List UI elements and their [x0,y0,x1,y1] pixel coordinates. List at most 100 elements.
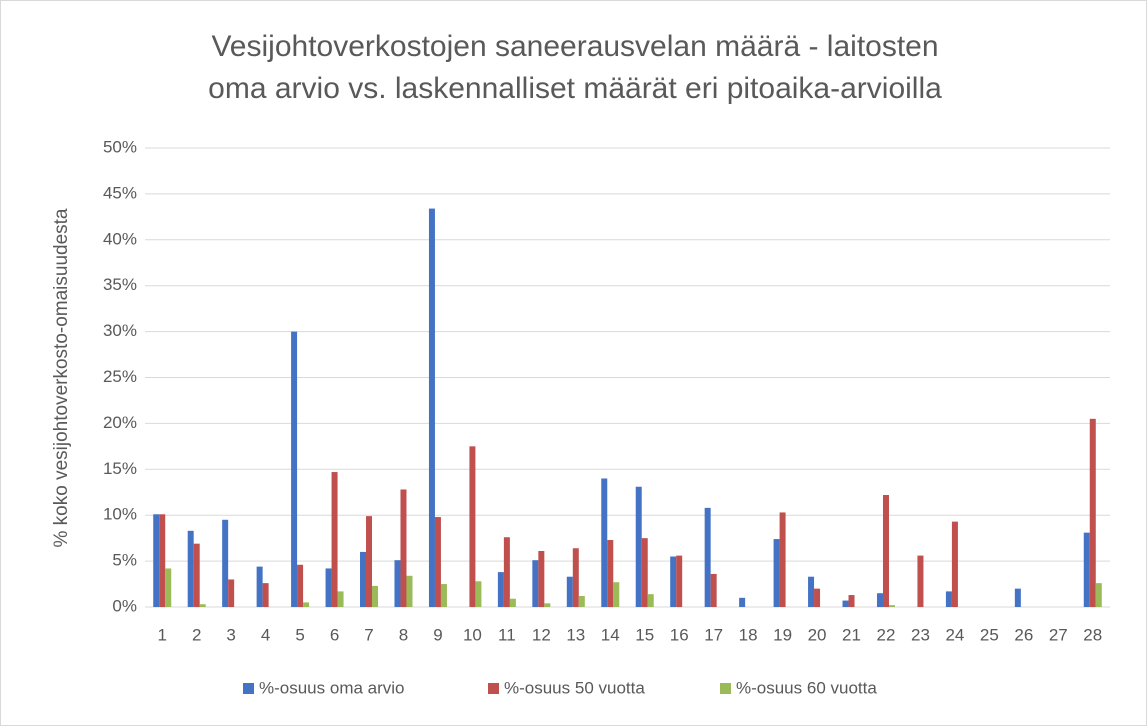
x-tick-label: 25 [980,625,999,644]
bar [676,555,683,607]
x-tick-label: 3 [226,625,235,644]
bar [440,584,447,607]
bar [814,588,821,607]
legend-label: %-osuus 50 vuotta [504,678,645,697]
bar [394,560,401,607]
bar [538,551,545,607]
y-tick-label: 50% [103,137,137,156]
y-tick-label: 25% [103,367,137,386]
bar [1089,418,1096,607]
bar [613,582,620,607]
y-tick-label: 20% [103,413,137,432]
bar [848,595,855,607]
x-tick-label: 10 [463,625,482,644]
chart-title: Vesijohtoverkostojen saneerausvelan määr… [211,30,938,63]
bar [262,583,269,607]
x-tick-label: 11 [498,625,516,644]
x-tick-label: 23 [911,625,930,644]
x-tick-label: 19 [773,625,792,644]
x-tick-label: 18 [739,625,758,644]
bar [428,208,435,607]
x-tick-label: 6 [330,625,339,644]
legend-label: %-osuus 60 vuotta [736,678,877,697]
bar [945,591,952,607]
bar [641,538,648,607]
bar [331,472,338,607]
legend-label: %-osuus oma arvio [259,678,405,697]
x-tick-label: 7 [364,625,373,644]
bar [291,331,298,607]
bar [366,516,373,607]
bar [297,564,304,607]
x-tick-label: 5 [295,625,304,644]
bar [187,530,194,607]
bar [325,568,332,607]
bar [888,605,895,607]
x-tick-label: 2 [192,625,201,644]
x-tick-label: 14 [601,625,620,644]
bar [1014,588,1021,607]
bar [406,575,413,607]
bar [503,537,510,607]
y-tick-label: 40% [103,229,137,248]
bar [808,576,815,607]
bar [710,573,717,607]
y-tick-label: 0% [112,596,137,615]
bar [704,507,711,607]
x-tick-label: 22 [877,625,896,644]
y-axis-label: % koko vesijohtoverkosto-omaisuudesta [51,208,72,547]
bar [1095,583,1102,607]
bar [469,446,476,607]
bar [882,495,889,607]
y-tick-label: 15% [103,459,137,478]
x-tick-label: 27 [1049,625,1068,644]
bar [773,539,780,607]
bar [532,560,539,607]
bar [256,566,263,607]
x-tick-label: 24 [945,625,964,644]
x-tick-label: 21 [842,625,861,644]
x-tick-label: 20 [808,625,827,644]
bar [739,597,746,607]
bar [601,478,608,607]
bar [337,591,344,607]
x-tick-label: 26 [1014,625,1033,644]
bar [199,604,206,607]
x-tick-label: 4 [261,625,270,644]
x-tick-label: 28 [1083,625,1102,644]
legend-swatch [243,683,254,694]
bar [228,579,235,607]
bar [670,556,677,607]
bar [222,519,229,607]
x-tick-label: 8 [399,625,408,644]
bar [193,543,200,607]
x-tick-label: 16 [670,625,689,644]
x-tick-label: 17 [704,625,723,644]
x-tick-label: 15 [635,625,654,644]
bar [544,603,551,607]
bar [779,512,786,607]
bar [153,514,160,607]
bar [372,585,379,607]
legend-swatch [488,683,499,694]
bar [509,598,516,607]
bar [842,600,849,607]
bar [360,551,367,607]
y-tick-label: 10% [103,505,137,524]
bar [475,581,482,607]
bar [647,594,654,607]
bar [578,595,585,607]
x-tick-label: 12 [532,625,551,644]
bar [951,521,958,607]
y-tick-label: 5% [112,551,137,570]
bar [607,539,614,607]
bar [917,555,924,607]
bar [165,568,172,607]
x-tick-label: 1 [157,625,166,644]
x-tick-label: 9 [433,625,442,644]
chart-title: oma arvio vs. laskennalliset määrät eri … [208,72,942,105]
legend-swatch [720,683,731,694]
y-tick-label: 30% [103,321,137,340]
